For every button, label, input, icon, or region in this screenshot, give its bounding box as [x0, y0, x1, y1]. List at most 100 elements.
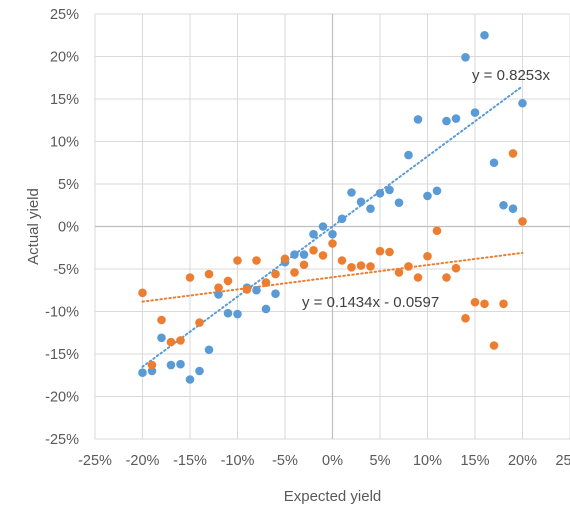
data-point-series-2-8 — [214, 283, 223, 293]
data-point-series-1-4 — [176, 359, 185, 369]
data-point-series-2-9 — [223, 276, 233, 286]
y-tick-label-1: -20% — [45, 390, 79, 406]
data-point-series-1-9 — [223, 308, 233, 318]
data-point-series-2-25 — [375, 246, 385, 256]
data-point-series-1-1 — [147, 366, 157, 376]
x-tick-label-3: -10% — [221, 453, 255, 469]
x-tick-label-7: 10% — [413, 453, 442, 469]
data-point-series-2-7 — [204, 269, 214, 279]
data-point-series-1-30 — [423, 191, 432, 201]
data-point-series-2-17 — [299, 260, 309, 270]
data-point-series-1-33 — [451, 114, 461, 123]
data-point-series-1-17 — [299, 250, 309, 259]
y-tick-label-5: 0% — [58, 220, 79, 236]
data-point-series-1-27 — [394, 198, 404, 207]
data-point-series-1-36 — [480, 30, 489, 40]
y-tick-label-9: 20% — [50, 50, 79, 66]
x-tick-label-4: -5% — [272, 453, 298, 469]
trendline-equation-series-1: y = 0.8253x — [472, 67, 550, 84]
data-point-series-1-22 — [347, 188, 356, 197]
y-tick-label-3: -10% — [45, 305, 79, 321]
data-point-series-2-34 — [461, 314, 470, 323]
data-point-series-2-12 — [252, 256, 261, 265]
trendlines — [141, 85, 524, 368]
data-point-series-1-23 — [356, 197, 366, 207]
data-point-series-2-27 — [394, 268, 404, 277]
y-axis-title: Actual yield — [25, 188, 42, 265]
data-point-series-2-13 — [261, 278, 271, 287]
data-point-series-2-23 — [356, 261, 366, 270]
y-tick-label-2: -15% — [45, 347, 79, 363]
y-tick-label-6: 5% — [58, 177, 79, 193]
x-tick-label-2: -15% — [173, 453, 207, 469]
x-tick-labels: -25% -20% -15% -10% -5% 0% 5% 10% 15% 20% 25% — [78, 453, 570, 469]
data-point-series-2-21 — [337, 256, 347, 265]
data-point-series-2-20 — [328, 239, 337, 248]
y-tick-label-0: -25% — [45, 432, 79, 448]
data-point-series-2-37 — [489, 341, 499, 350]
data-point-series-2-5 — [185, 273, 195, 282]
data-point-series-1-38 — [499, 200, 508, 210]
data-point-series-2-4 — [176, 336, 185, 345]
data-point-series-2-0 — [138, 288, 147, 298]
data-point-series-1-14 — [271, 289, 280, 298]
data-point-series-2-38 — [499, 299, 508, 309]
data-point-series-2-31 — [432, 226, 442, 236]
data-point-series-2-35 — [470, 297, 480, 307]
data-point-series-1-40 — [518, 98, 527, 108]
data-point-series-2-33 — [451, 263, 461, 273]
trendline-series-2 — [141, 251, 524, 303]
data-point-series-1-16 — [290, 250, 299, 259]
data-point-series-2-6 — [195, 318, 204, 327]
data-point-series-2-15 — [280, 254, 290, 264]
y-tick-labels: -25% -20% -15% -10% -5% 0% 5% 10% 15% 20% 25% — [45, 7, 79, 448]
x-tick-label-5: 0% — [322, 453, 343, 469]
data-point-series-2-26 — [385, 247, 394, 257]
data-point-series-1-3 — [166, 360, 176, 370]
data-point-series-2-3 — [166, 337, 176, 347]
x-axis-title: Expected yield — [284, 488, 382, 505]
data-point-series-1-39 — [508, 204, 518, 213]
x-tick-label-6: 5% — [370, 453, 391, 469]
data-point-series-1-13 — [261, 304, 271, 314]
data-point-series-2-10 — [233, 256, 242, 265]
data-point-series-2-16 — [290, 268, 299, 277]
data-point-series-1-5 — [185, 375, 195, 384]
data-point-series-2-11 — [242, 285, 252, 294]
data-point-series-2-18 — [309, 246, 318, 255]
data-point-series-1-37 — [489, 158, 499, 168]
trendline-equation-series-2: y = 0.1434x - 0.0597 — [302, 294, 439, 311]
data-point-series-1-31 — [432, 186, 442, 196]
data-points — [138, 30, 527, 384]
data-point-series-1-24 — [366, 204, 375, 213]
x-tick-label-9: 20% — [508, 453, 537, 469]
data-point-series-2-22 — [347, 263, 356, 272]
data-point-series-1-12 — [252, 285, 261, 295]
data-point-series-2-30 — [423, 251, 432, 261]
data-point-series-2-2 — [157, 315, 166, 325]
data-point-series-1-10 — [233, 309, 242, 319]
data-point-series-1-28 — [404, 150, 413, 160]
y-tick-label-10: 25% — [50, 7, 79, 23]
data-point-series-1-7 — [204, 345, 214, 355]
data-point-series-1-26 — [385, 185, 394, 195]
data-point-series-2-1 — [147, 360, 157, 370]
x-tick-label-0: -25% — [78, 453, 112, 469]
data-point-series-2-40 — [518, 217, 527, 226]
data-point-series-1-21 — [337, 214, 347, 224]
data-point-series-1-19 — [318, 222, 328, 231]
data-point-series-2-14 — [271, 269, 280, 279]
data-point-series-2-29 — [413, 273, 423, 282]
data-point-series-1-18 — [309, 229, 318, 239]
data-point-series-1-20 — [328, 229, 337, 239]
data-point-series-1-35 — [470, 108, 480, 117]
x-tick-label-10: 25% — [555, 453, 570, 469]
data-point-series-2-36 — [480, 299, 489, 309]
data-point-series-2-32 — [442, 273, 451, 282]
trendline-series-1 — [141, 85, 524, 368]
x-tick-label-8: 15% — [460, 453, 489, 469]
y-tick-label-4: -5% — [53, 262, 79, 278]
y-tick-label-7: 10% — [50, 135, 79, 151]
data-point-series-1-29 — [413, 115, 423, 124]
data-point-series-1-6 — [195, 366, 204, 376]
